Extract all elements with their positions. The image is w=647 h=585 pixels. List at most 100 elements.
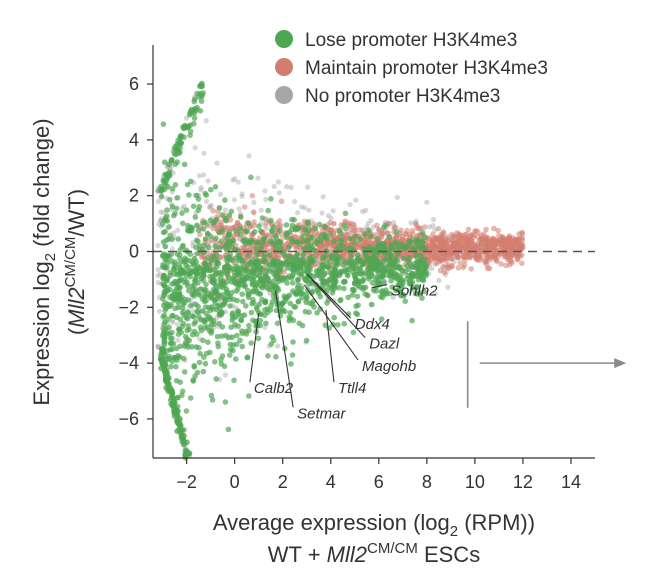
- data-point: [424, 199, 430, 205]
- data-point: [193, 244, 199, 251]
- data-point: [430, 223, 436, 229]
- data-point: [195, 238, 201, 245]
- data-point: [182, 255, 188, 261]
- data-point: [257, 322, 264, 329]
- data-point: [455, 265, 462, 271]
- data-point: [395, 251, 401, 257]
- data-point: [266, 252, 273, 258]
- data-point: [255, 175, 261, 181]
- data-point: [313, 240, 320, 246]
- data-point: [357, 284, 364, 291]
- data-point: [174, 227, 181, 233]
- data-point: [195, 304, 201, 310]
- data-point: [288, 184, 294, 191]
- legend-swatch: [275, 86, 293, 104]
- data-point: [185, 323, 191, 329]
- data-point: [406, 280, 413, 287]
- data-point: [330, 208, 336, 214]
- data-point: [311, 247, 318, 254]
- data-point: [495, 227, 501, 234]
- data-point: [432, 291, 438, 297]
- data-point: [468, 266, 475, 272]
- data-point: [231, 377, 237, 384]
- legend-label: No promoter H3K4me3: [305, 86, 500, 107]
- data-point: [183, 314, 189, 321]
- data-point: [380, 278, 387, 285]
- data-point: [293, 263, 299, 269]
- data-point: [167, 196, 173, 203]
- data-point: [298, 290, 305, 296]
- data-point: [519, 260, 525, 267]
- data-point: [175, 321, 181, 327]
- data-point: [158, 183, 164, 190]
- data-point: [204, 230, 211, 237]
- data-point: [198, 187, 204, 193]
- data-point: [345, 273, 351, 279]
- data-point: [394, 257, 401, 264]
- data-point: [170, 319, 176, 325]
- data-point: [431, 248, 437, 254]
- data-point: [422, 245, 428, 252]
- y-tick-label: −6: [118, 409, 139, 429]
- data-point: [197, 286, 204, 292]
- data-point: [295, 210, 301, 216]
- data-point: [419, 239, 426, 246]
- data-point: [261, 235, 268, 242]
- data-point: [173, 377, 180, 384]
- data-point: [227, 239, 234, 245]
- data-point: [155, 273, 161, 279]
- data-point: [206, 261, 212, 268]
- data-point: [169, 329, 175, 336]
- data-point: [372, 247, 379, 253]
- data-point: [211, 321, 217, 327]
- data-point: [492, 247, 498, 254]
- data-point: [417, 270, 424, 276]
- data-point: [208, 202, 214, 209]
- data-point: [437, 267, 444, 274]
- data-point: [373, 288, 380, 294]
- data-point: [246, 393, 252, 399]
- data-point: [187, 128, 194, 135]
- data-point: [181, 279, 187, 286]
- gene-leader-line: [371, 284, 387, 289]
- data-point: [390, 219, 397, 226]
- data-point: [182, 333, 189, 340]
- data-point: [392, 264, 399, 271]
- data-point: [264, 306, 271, 312]
- data-point: [316, 267, 322, 274]
- data-point: [265, 353, 271, 359]
- data-point: [203, 298, 209, 304]
- data-point: [245, 262, 251, 268]
- data-point: [178, 432, 185, 438]
- data-point: [337, 297, 344, 303]
- data-point: [189, 225, 195, 231]
- data-point: [167, 335, 174, 342]
- data-point: [228, 265, 234, 271]
- data-point: [460, 264, 467, 271]
- data-point: [181, 369, 188, 375]
- data-point: [264, 225, 270, 232]
- data-point: [274, 260, 281, 266]
- data-point: [187, 395, 194, 401]
- data-point: [368, 257, 374, 264]
- data-point: [422, 224, 428, 230]
- data-point: [458, 245, 465, 251]
- data-point: [247, 239, 254, 245]
- data-point: [345, 266, 352, 273]
- data-point: [360, 269, 366, 276]
- data-point: [385, 248, 391, 255]
- data-point: [164, 375, 170, 382]
- data-point: [169, 358, 176, 365]
- data-point: [352, 239, 359, 245]
- data-point: [171, 280, 177, 287]
- data-point: [463, 244, 470, 250]
- data-point: [505, 235, 512, 242]
- data-point: [250, 299, 257, 306]
- data-point: [337, 241, 344, 248]
- data-point: [367, 244, 373, 250]
- data-point: [183, 408, 190, 414]
- data-point: [164, 330, 170, 337]
- data-point: [222, 215, 229, 222]
- data-point: [228, 290, 235, 296]
